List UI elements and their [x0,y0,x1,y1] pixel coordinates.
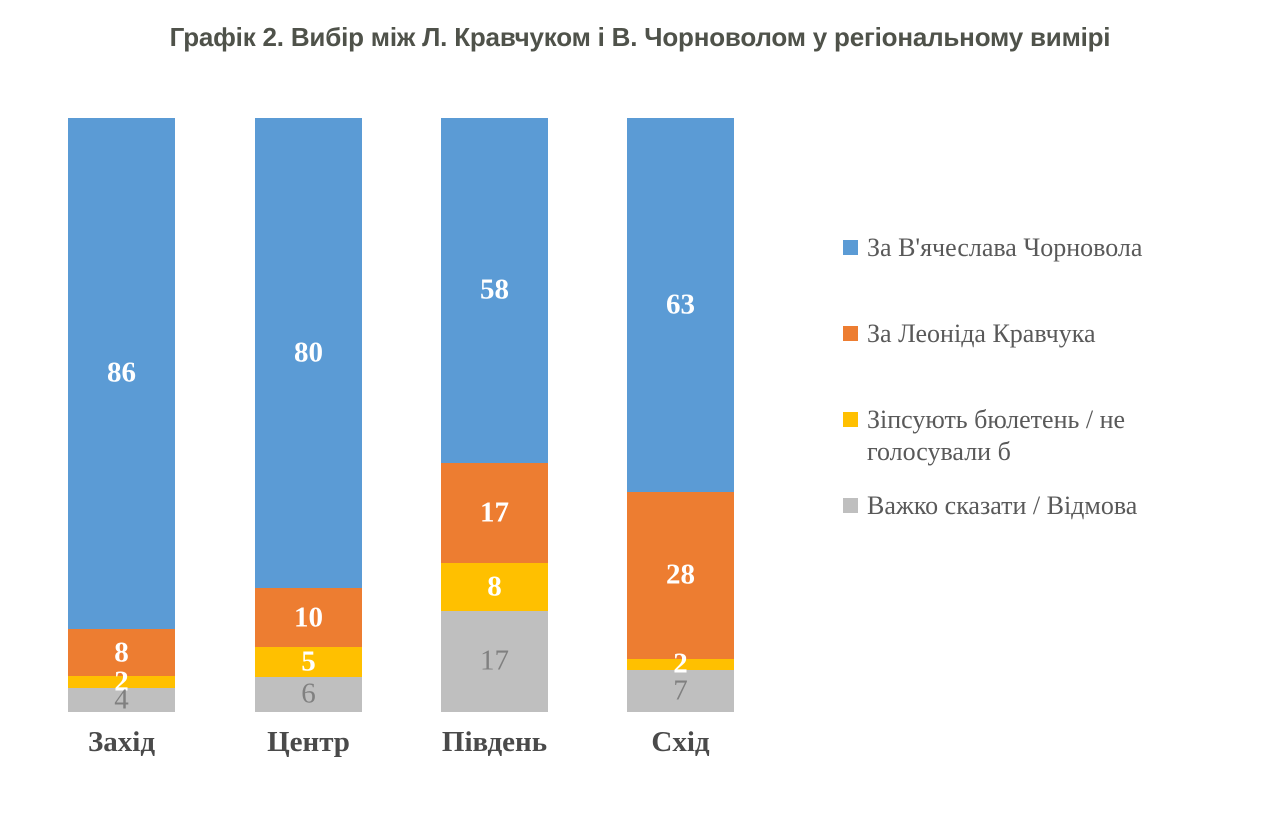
chart-title: Графік 2. Вибір між Л. Кравчуком і В. Чо… [169,22,1111,52]
value-label: 7 [673,674,688,707]
value-label: 28 [666,558,695,591]
bar-segment: 2 [627,649,734,678]
value-label: 86 [107,356,136,389]
value-label: 5 [301,645,316,678]
bar-2: 80 10 5 6 [255,118,362,712]
bar-segment: 80 [255,118,362,589]
bar-segment: 63 [627,118,734,493]
legend-swatch-icon [843,412,858,427]
value-label: 63 [666,288,695,321]
bar-segment: 8 [441,563,548,611]
legend-label: Важко сказати / Відмова [867,491,1138,520]
bar-segment: 28 [627,492,734,659]
bar-3: 58 17 8 17 [441,118,548,712]
bar-segment: 10 [255,588,362,648]
legend-swatch-icon [843,498,858,513]
legend-label: За В'ячеслава Чорновола [867,233,1143,262]
bar-4: 63 28 2 7 [627,118,734,712]
legend-item: Зіпсують бюлетень / не голосували б [843,404,1247,468]
bar-segment: 4 [68,683,175,716]
bar-segment: 2 [68,667,175,696]
bar-1: 86 8 2 4 [68,118,175,716]
legend-item: Важко сказати / Відмова [843,490,1137,522]
legend-swatch-icon [843,326,858,341]
bar-segment: 17 [441,611,548,712]
bar-segment: 8 [68,628,175,677]
legend-label: За Леоніда Кравчука [867,319,1096,348]
legend: За В'ячеслава Чорновола За Леоніда Кравчу… [843,232,1273,572]
bar-segment: 7 [627,670,734,712]
value-label: 80 [294,336,323,369]
value-label: 58 [480,273,509,306]
value-label: 4 [114,683,129,716]
value-label: 8 [487,570,502,603]
value-label: 2 [673,647,688,680]
bar-segment: 86 [68,118,175,629]
value-label: 17 [480,644,509,677]
bar-segment: 58 [441,118,548,463]
value-label: 17 [480,496,509,529]
value-label: 10 [294,601,323,634]
bar-segment: 6 [255,676,362,712]
value-label: 2 [114,665,129,698]
value-label: 8 [114,636,129,669]
bar-segment: 17 [441,462,548,564]
legend-label: Зіпсують бюлетень / не голосували б [867,405,1126,466]
legend-swatch-icon [843,240,858,255]
bar-segment: 5 [255,645,362,678]
legend-item: За Леоніда Кравчука [843,318,1096,350]
legend-item: За В'ячеслава Чорновола [843,232,1142,264]
value-label: 6 [301,677,316,710]
